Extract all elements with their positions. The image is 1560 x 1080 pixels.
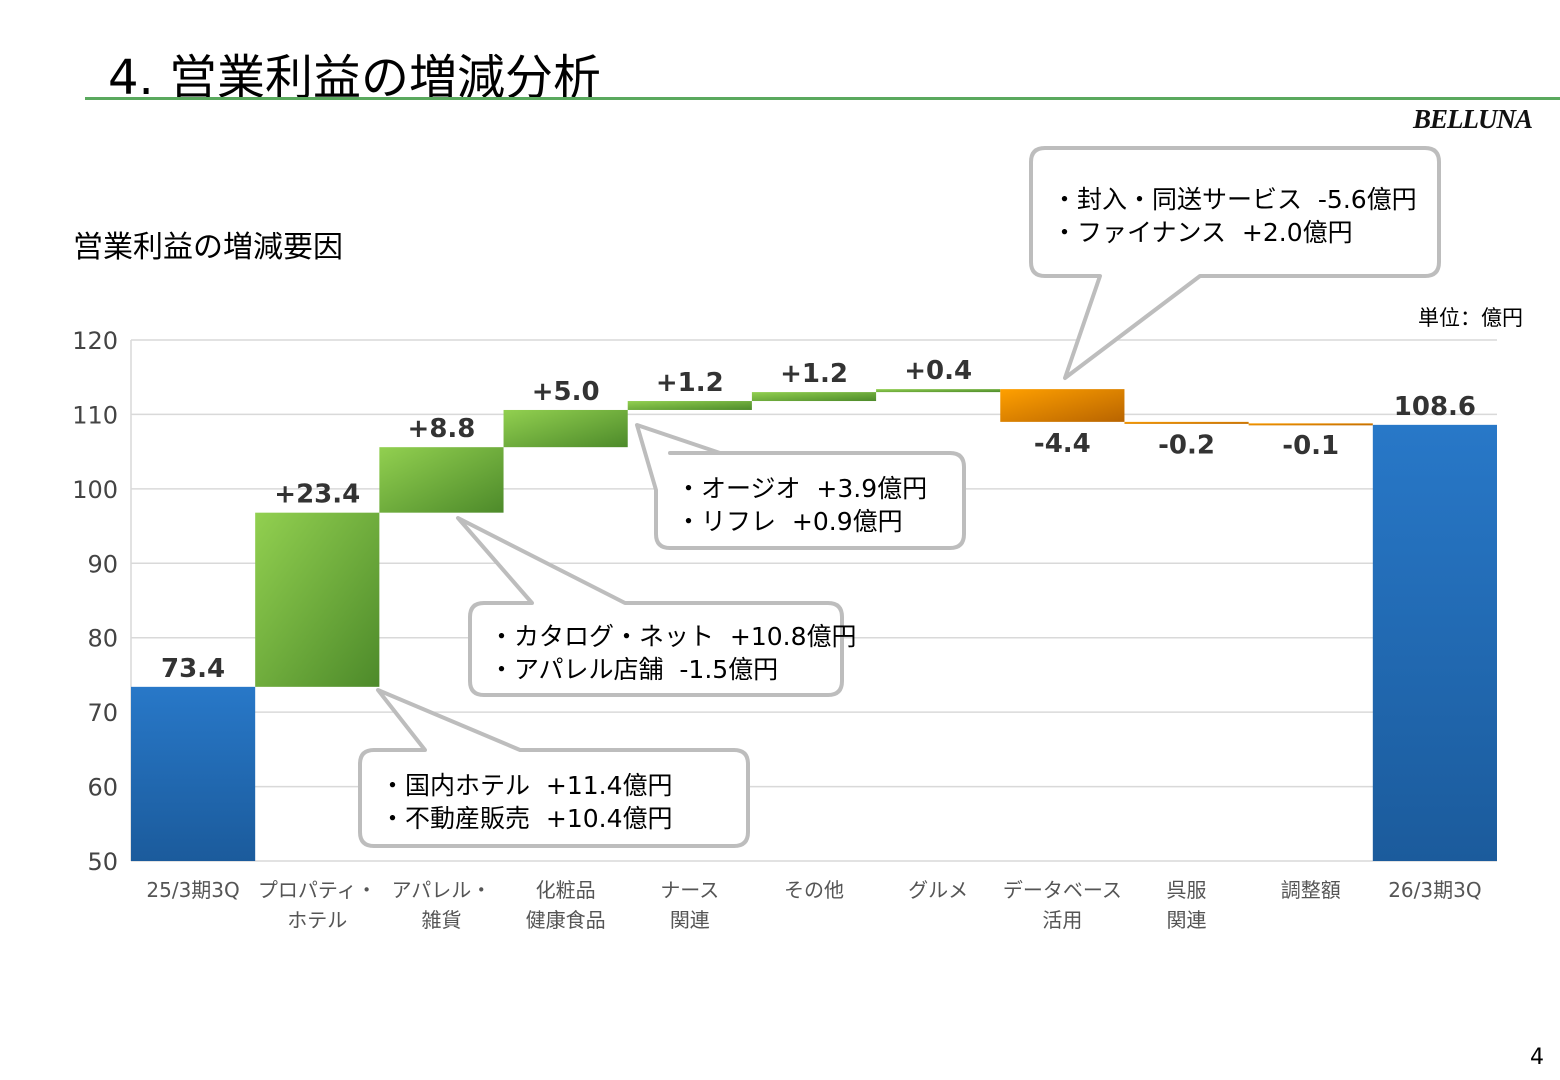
callout-line: ・オージオ +3.9億円 — [676, 474, 928, 503]
bar — [503, 409, 628, 448]
bar — [255, 512, 380, 687]
data-label: 73.4 — [161, 654, 225, 684]
data-label: +1.2 — [656, 368, 724, 398]
x-tick-label: 化粧品 — [536, 878, 596, 902]
x-tick-label: 調整額 — [1281, 878, 1341, 902]
callout-2-text: ・オージオ +3.9億円 ・リフレ +0.9億円 — [676, 472, 927, 538]
callout-line: ・ファイナンス +2.0億円 — [1052, 218, 1353, 247]
x-tick-label: 関連 — [670, 908, 710, 932]
callout-2-shape — [635, 423, 966, 550]
y-tick-label: 120 — [72, 327, 118, 355]
page-title: 4. 営業利益の増減分析 — [108, 50, 602, 106]
y-tick-label: 100 — [72, 476, 118, 504]
x-tick-label: プロパティ・ — [258, 878, 377, 902]
y-tick-label: 80 — [87, 625, 118, 653]
bar — [1372, 424, 1497, 861]
x-tick-label: アパレル・ — [392, 878, 492, 902]
belluna-logo: BELLUNA — [1413, 104, 1533, 134]
x-tick-label: 雑貨 — [421, 908, 461, 932]
data-label: +8.8 — [408, 414, 476, 444]
callout-4-text: ・国内ホテル +11.4億円 ・不動産販売 +10.4億円 — [380, 769, 673, 835]
data-label: +1.2 — [780, 359, 848, 389]
x-tick-label: 健康食品 — [526, 908, 606, 932]
data-label: -0.1 — [1282, 431, 1339, 461]
title-divider — [85, 97, 1560, 100]
x-tick-label: ホテル — [287, 908, 347, 932]
bar — [751, 392, 877, 402]
data-label: 108.6 — [1394, 392, 1476, 422]
x-tick-label: グルメ — [908, 878, 968, 902]
x-tick-label: 26/3期3Q — [1388, 878, 1481, 902]
page-number: 4 — [1530, 1045, 1544, 1070]
callout-line: ・国内ホテル +11.4億円 — [380, 771, 673, 800]
callout-3-shape — [456, 516, 844, 697]
x-tick-label: 呉服 — [1167, 878, 1207, 902]
data-label: +5.0 — [532, 377, 600, 407]
callout-line: ・封入・同送サービス -5.6億円 — [1052, 185, 1417, 214]
bar — [876, 389, 1001, 393]
bar — [131, 686, 256, 861]
y-tick-label: 70 — [87, 699, 118, 727]
data-label: -0.2 — [1158, 430, 1215, 460]
bar — [627, 401, 752, 410]
callout-1-shape — [1029, 146, 1441, 380]
callout-line: ・カタログ・ネット +10.8億円 — [489, 622, 857, 651]
data-label: +0.4 — [904, 356, 972, 386]
data-label: -4.4 — [1034, 429, 1091, 459]
callout-3-text: ・カタログ・ネット +10.8億円 ・アパレル店舗 -1.5億円 — [489, 620, 857, 686]
x-tick-label: データベース — [1003, 878, 1122, 902]
callout-line: ・リフレ +0.9億円 — [676, 507, 903, 536]
bar — [379, 447, 504, 513]
unit-label: 単位：億円 — [1418, 306, 1523, 330]
y-tick-label: 110 — [72, 401, 118, 429]
x-tick-label: その他 — [784, 878, 844, 902]
bar — [1124, 421, 1249, 424]
y-tick-label: 50 — [87, 848, 118, 876]
x-tick-label: 活用 — [1042, 908, 1082, 932]
x-tick-label: 関連 — [1167, 908, 1207, 932]
x-tick-label: ナース — [660, 878, 719, 902]
callout-line: ・アパレル店舗 -1.5億円 — [489, 655, 779, 684]
y-tick-label: 90 — [87, 550, 118, 578]
y-tick-label: 60 — [87, 774, 118, 802]
chart-subtitle: 営業利益の増減要因 — [73, 230, 343, 265]
bar — [1248, 423, 1373, 426]
x-tick-label: 25/3期3Q — [146, 878, 239, 902]
bar — [1000, 389, 1125, 422]
callout-line: ・不動産販売 +10.4億円 — [380, 804, 673, 833]
data-label: +23.4 — [274, 480, 360, 510]
callout-4-shape — [358, 688, 750, 848]
callout-1-text: ・封入・同送サービス -5.6億円 ・ファイナンス +2.0億円 — [1052, 183, 1417, 249]
